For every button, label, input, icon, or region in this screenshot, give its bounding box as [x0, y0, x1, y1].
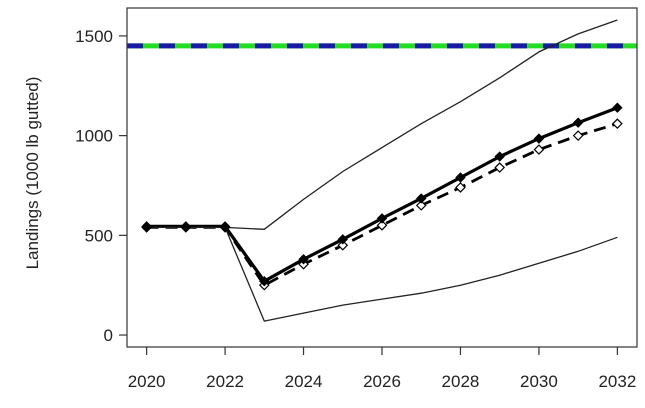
filled-diamond-marker: [219, 221, 231, 232]
y-tick-label-500: 500: [85, 226, 113, 245]
filled-diamond-marker: [180, 221, 192, 232]
x-tick-label-2028: 2028: [442, 372, 480, 391]
open-diamond-marker: [612, 118, 623, 130]
x-tick-label-2020: 2020: [128, 372, 166, 391]
filled-diamond-marker: [572, 117, 584, 128]
x-tick-label-2026: 2026: [363, 372, 401, 391]
filled-diamond-marker: [259, 275, 270, 287]
filled-diamond-marker: [612, 102, 623, 113]
x-tick-label-2022: 2022: [206, 372, 244, 391]
x-tick-label-2024: 2024: [285, 372, 323, 391]
y-tick-label-1000: 1000: [75, 127, 113, 146]
y-tick-label-0: 0: [104, 326, 113, 345]
open-diamond-marker: [337, 239, 349, 251]
open-diamond-marker: [376, 220, 388, 231]
filled-diamond-marker: [455, 172, 466, 183]
plot-frame: [126, 7, 638, 348]
open-diamond-marker: [494, 162, 506, 173]
x-tick-label-2032: 2032: [598, 372, 636, 391]
series-line-2: [146, 19, 618, 230]
open-diamond-marker: [533, 144, 545, 155]
series-line-3: [146, 226, 618, 322]
filled-diamond-marker: [298, 254, 309, 265]
y-tick-label-1500: 1500: [75, 27, 113, 46]
series-line-0: [146, 106, 618, 283]
y-axis-label: Landings (1000 lb gutted): [23, 77, 42, 270]
open-diamond-marker: [572, 130, 584, 141]
filled-diamond-marker: [337, 234, 348, 245]
filled-diamond-marker: [533, 133, 545, 144]
filled-diamond-marker: [416, 193, 427, 204]
filled-diamond-marker: [141, 221, 152, 232]
open-diamond-marker: [455, 182, 466, 193]
filled-diamond-marker: [376, 213, 388, 224]
open-diamond-marker: [415, 200, 427, 211]
x-tick-label-2030: 2030: [520, 372, 558, 391]
filled-diamond-marker: [494, 151, 505, 162]
